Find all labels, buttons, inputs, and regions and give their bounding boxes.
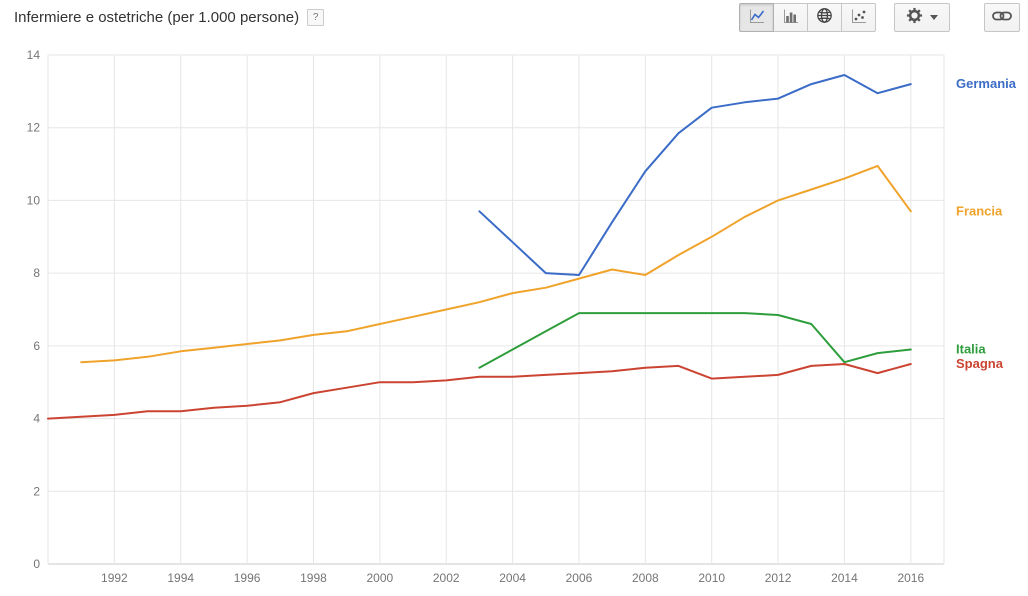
globe-icon bbox=[816, 7, 833, 27]
y-tick-label: 8 bbox=[33, 266, 40, 280]
map-chart-button[interactable] bbox=[807, 2, 842, 32]
x-tick-label: 2004 bbox=[499, 571, 526, 585]
x-tick-label: 2010 bbox=[698, 571, 725, 585]
y-tick-label: 6 bbox=[33, 339, 40, 353]
x-tick-label: 1992 bbox=[101, 571, 128, 585]
x-tick-label: 2008 bbox=[632, 571, 659, 585]
toolbar: Infermiere e ostetriche (per 1.000 perso… bbox=[0, 0, 1028, 34]
series-label-italia: Italia bbox=[956, 341, 986, 356]
chart-type-switcher bbox=[739, 2, 876, 32]
y-tick-label: 2 bbox=[33, 484, 40, 498]
y-tick-label: 12 bbox=[27, 121, 41, 135]
bar-chart-icon bbox=[783, 8, 799, 27]
x-tick-label: 2014 bbox=[831, 571, 858, 585]
x-tick-label: 2006 bbox=[566, 571, 593, 585]
x-tick-label: 2012 bbox=[765, 571, 792, 585]
series-line-francia[interactable] bbox=[80, 164, 912, 364]
y-tick-label: 14 bbox=[27, 48, 41, 62]
line-chart-canvas: 0 2 4 6 8 10 12 14 1992 1994 1996 1998 2000 2002 2004 2… bbox=[27, 48, 1017, 585]
series-label-germania: Germania bbox=[956, 76, 1017, 91]
link-button[interactable] bbox=[984, 2, 1020, 32]
scatter-icon bbox=[851, 8, 867, 27]
series-label-spagna: Spagna bbox=[956, 356, 1004, 371]
y-tick-label: 4 bbox=[33, 412, 40, 426]
help-button[interactable]: ? bbox=[307, 8, 325, 26]
page-title: Infermiere e ostetriche (per 1.000 perso… bbox=[14, 8, 300, 26]
chart-area: 0 2 4 6 8 10 12 14 1992 1994 1996 1998 2000 2002 2004 2… bbox=[0, 34, 1028, 591]
line-chart-icon bbox=[749, 8, 765, 27]
toolbar-controls bbox=[739, 2, 1020, 32]
x-tick-label: 1996 bbox=[234, 571, 261, 585]
settings-button[interactable] bbox=[894, 2, 950, 32]
x-tick-label: 2002 bbox=[433, 571, 460, 585]
series-line-italia[interactable] bbox=[478, 312, 912, 369]
bar-chart-button[interactable] bbox=[773, 2, 808, 32]
link-icon bbox=[992, 9, 1012, 26]
caret-down-icon bbox=[930, 14, 938, 20]
x-tick-label: 2016 bbox=[897, 571, 924, 585]
series-line-germania[interactable] bbox=[478, 74, 912, 276]
gear-icon bbox=[906, 7, 923, 27]
line-chart-button[interactable] bbox=[739, 2, 774, 32]
x-tick-label: 1994 bbox=[167, 571, 194, 585]
y-tick-label: 0 bbox=[33, 557, 40, 571]
y-tick-label: 10 bbox=[27, 193, 41, 207]
scatter-chart-button[interactable] bbox=[841, 2, 876, 32]
series-label-francia: Francia bbox=[956, 203, 1003, 218]
x-tick-label: 1998 bbox=[300, 571, 327, 585]
series-line-spagna[interactable] bbox=[47, 363, 912, 420]
x-tick-label: 2000 bbox=[367, 571, 394, 585]
